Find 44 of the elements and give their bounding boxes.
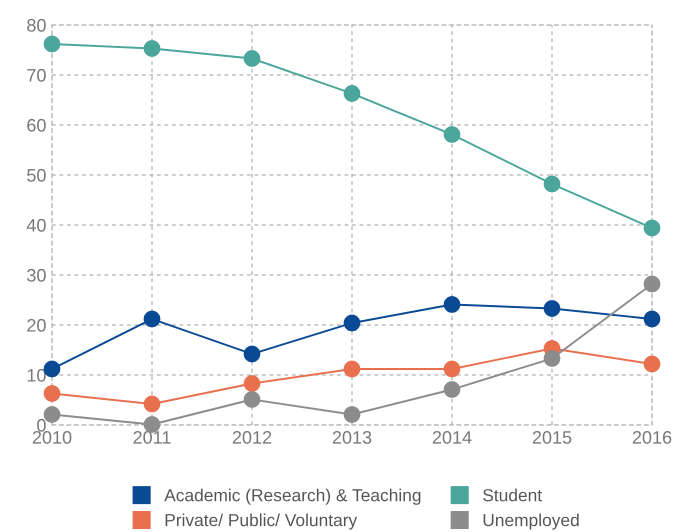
point (344, 406, 360, 423)
x-tick-label: 2014 (432, 431, 472, 444)
x-tick-label: 2016 (632, 431, 672, 444)
point (144, 40, 160, 57)
y-tick-label: 20 (27, 318, 46, 332)
y-tick-label: 10 (28, 368, 46, 382)
point (144, 396, 160, 412)
point (244, 375, 260, 392)
point (244, 50, 260, 67)
point (44, 385, 60, 402)
point (144, 310, 160, 328)
point (444, 381, 460, 398)
legend-label: Academic (Research) & Teaching (164, 488, 420, 505)
point (644, 220, 660, 236)
x-tick-label: 2012 (232, 431, 272, 444)
point (244, 346, 260, 362)
point (644, 276, 660, 292)
legend-label: Student (483, 488, 542, 502)
point (644, 310, 660, 328)
y-tick-label: 60 (27, 118, 46, 132)
point (544, 300, 560, 317)
point (444, 360, 460, 378)
y-tick-label: 30 (27, 268, 46, 282)
point (244, 391, 260, 408)
point (444, 296, 460, 313)
point (544, 176, 560, 192)
point (644, 356, 660, 372)
y-tick-label: 50 (27, 168, 46, 182)
y-tick-label: 0 (37, 418, 46, 432)
point (344, 360, 360, 378)
y-tick-label: 40 (26, 218, 46, 232)
y-tick-label: 70 (27, 68, 46, 82)
point (544, 350, 560, 367)
point (444, 126, 460, 143)
point (344, 85, 360, 102)
x-tick-label: 2011 (133, 431, 171, 444)
x-tick-label: 2013 (332, 431, 372, 444)
y-tick-label: 80 (27, 18, 46, 32)
point (44, 36, 60, 52)
x-tick-label: 2010 (32, 431, 72, 444)
x-tick-label: 2015 (532, 431, 572, 444)
legend-label: Private/ Public/ Voluntary (166, 513, 358, 530)
point (344, 314, 360, 332)
legend-label: Unemployed (484, 513, 579, 530)
